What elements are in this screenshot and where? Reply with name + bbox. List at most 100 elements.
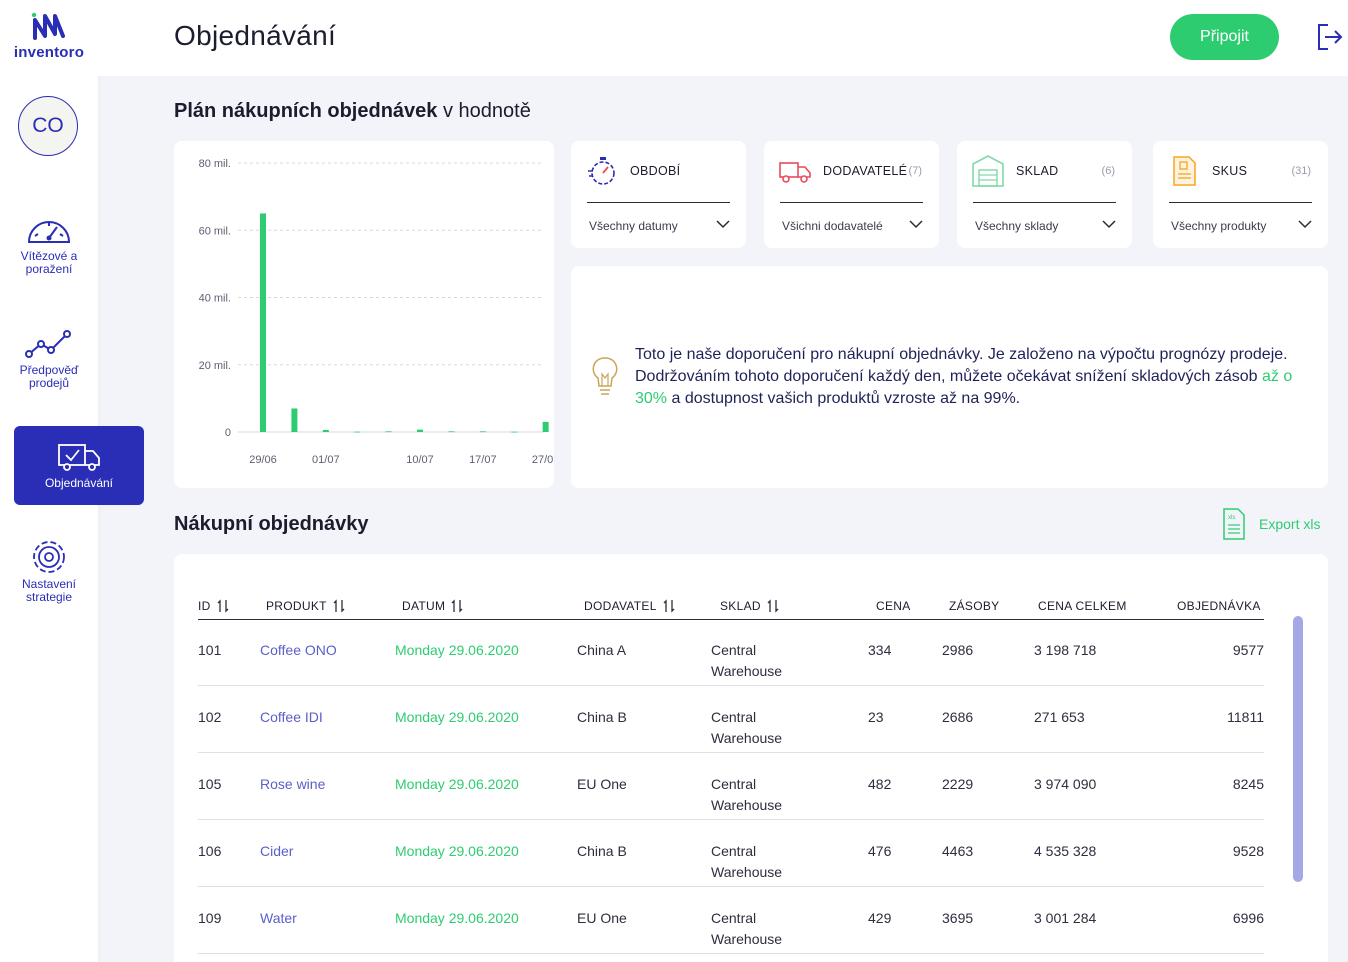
- cell-supplier: EU One: [577, 910, 627, 926]
- connect-button[interactable]: Připojit: [1170, 14, 1279, 60]
- column-header-label: OBJEDNÁVKA: [1177, 599, 1261, 613]
- cell-order: 9528: [1232, 843, 1264, 859]
- table-row[interactable]: 109 Water Monday 29.06.2020 EU One Centr…: [198, 887, 1264, 954]
- column-header-label: CENA: [876, 599, 911, 613]
- filter-period[interactable]: OBDOBÍ Všechny datumy: [571, 141, 746, 248]
- column-header-label: DATUM: [402, 599, 446, 613]
- cell-product[interactable]: Water: [260, 910, 297, 926]
- nav-item-sales-forecast[interactable]: Předpověď prodejů: [0, 328, 98, 390]
- bar[interactable]: [417, 429, 424, 432]
- column-header-product[interactable]: PRODUKT: [266, 599, 345, 613]
- chevron-down-icon: [1298, 220, 1312, 229]
- column-header-total-price: CENA CELKEM: [1038, 599, 1127, 613]
- cell-product[interactable]: Rose wine: [260, 776, 326, 792]
- sort-icon: [217, 599, 229, 613]
- column-header-date[interactable]: DATUM: [402, 599, 463, 613]
- bar[interactable]: [322, 429, 329, 432]
- cell-warehouse: Central Warehouse: [711, 709, 783, 746]
- export-xls-button[interactable]: xls Export xls: [1221, 507, 1320, 541]
- cell-id: 101: [198, 642, 222, 658]
- sort-icon: [767, 599, 779, 613]
- filter-label: OBDOBÍ: [630, 164, 681, 178]
- chevron-down-icon: [1102, 220, 1116, 229]
- bar[interactable]: [511, 431, 518, 433]
- nav-item-ordering[interactable]: Objednávání: [14, 426, 144, 505]
- document-icon: [1173, 156, 1196, 186]
- bar[interactable]: [385, 431, 392, 433]
- column-header-price: CENA: [876, 599, 911, 613]
- avatar[interactable]: CO: [18, 96, 78, 156]
- logo[interactable]: inventoro: [0, 10, 98, 61]
- filter-value: Všichni dodavatelé: [782, 219, 883, 233]
- filter-label: SKLAD: [1016, 164, 1059, 178]
- table-row[interactable]: 102 Coffee IDI Monday 29.06.2020 China B…: [198, 686, 1264, 753]
- x-tick-label: 10/07: [406, 454, 434, 466]
- column-header-label: DODAVATEL: [584, 599, 657, 613]
- filter-warehouse[interactable]: SKLAD (6) Všechny sklady: [957, 141, 1132, 248]
- y-tick-label: 60 mil.: [199, 225, 231, 237]
- export-label: Export xls: [1259, 516, 1321, 532]
- lightbulb-icon: [592, 357, 618, 395]
- plan-title-bold: Plán nákupních objednávek: [174, 100, 438, 122]
- cell-date: Monday 29.06.2020: [395, 642, 519, 658]
- cell-product[interactable]: Coffee IDI: [260, 709, 323, 725]
- logout-icon[interactable]: [1316, 22, 1344, 52]
- y-tick-label: 80 mil.: [199, 158, 231, 170]
- table-scrollbar[interactable]: [1293, 616, 1303, 882]
- bar[interactable]: [448, 431, 455, 433]
- cell-warehouse: Central Warehouse: [711, 776, 783, 813]
- filter-label: DODAVATELÉ: [823, 164, 908, 178]
- cell-id: 106: [198, 843, 222, 859]
- cell-product[interactable]: Cider: [260, 843, 294, 859]
- y-tick-label: 20 mil.: [199, 360, 231, 372]
- column-header-stock: ZÁSOBY: [949, 599, 999, 613]
- cell-warehouse: Central Warehouse: [711, 910, 783, 947]
- cell-total: 4 535 328: [1034, 843, 1097, 859]
- filter-value: Všechny produkty: [1171, 219, 1267, 233]
- filter-count: (7): [908, 165, 922, 177]
- bar[interactable]: [291, 408, 298, 432]
- x-tick-label: 27/07: [532, 454, 554, 466]
- orders-table: ID PRODUKT DATUM DODAVATEL SKLAD CENA ZÁ…: [174, 554, 1328, 962]
- sidebar: inventoro CO Vítězové a poražení Předpov…: [0, 0, 144, 962]
- cell-total: 3 974 090: [1034, 776, 1097, 792]
- column-header-label: CENA CELKEM: [1038, 599, 1127, 613]
- cell-date: Monday 29.06.2020: [395, 776, 519, 792]
- column-header-warehouse[interactable]: SKLAD: [720, 599, 779, 613]
- bar[interactable]: [260, 213, 266, 432]
- cell-total: 3 198 718: [1034, 642, 1097, 658]
- cell-product[interactable]: Coffee ONO: [260, 642, 337, 658]
- column-header-label: PRODUKT: [266, 599, 327, 613]
- filter-skus[interactable]: SKUS (31) Všechny produkty: [1153, 141, 1328, 248]
- cell-price: 334: [868, 642, 892, 658]
- cell-date: Monday 29.06.2020: [395, 910, 519, 926]
- column-header-id[interactable]: ID: [198, 599, 229, 613]
- cell-total: 3 001 284: [1034, 910, 1097, 926]
- cell-supplier: China B: [577, 709, 627, 725]
- cell-stock: 2986: [942, 642, 974, 658]
- bar[interactable]: [479, 431, 486, 433]
- table-row[interactable]: 105 Rose wine Monday 29.06.2020 EU One C…: [198, 753, 1264, 820]
- nav-item-winners-losers[interactable]: Vítězové a poražení: [0, 214, 98, 276]
- filter-value: Všechny datumy: [589, 219, 678, 233]
- table-row[interactable]: 101 Coffee ONO Monday 29.06.2020 China A…: [198, 619, 1264, 686]
- purchase-plan-chart: 0 20 mil. 40 mil. 60 mil. 80 mil. 29/06 01/07 1…: [174, 141, 559, 488]
- recommendation-text: Toto je naše doporučení pro nákupní obje…: [635, 344, 1315, 410]
- filter-suppliers[interactable]: DODAVATELÉ (7) Všichni dodavatelé: [764, 141, 939, 248]
- nav-label: Předpověď prodejů: [19, 363, 79, 390]
- nav-item-strategy-settings[interactable]: Nastavení strategie: [0, 540, 98, 604]
- cell-stock: 2229: [942, 776, 974, 792]
- cell-total: 271 653: [1034, 709, 1085, 725]
- cell-price: 429: [868, 910, 892, 926]
- truck-icon: [779, 162, 811, 183]
- cell-supplier: China A: [577, 642, 627, 658]
- bar[interactable]: [542, 421, 549, 432]
- cell-order: 11811: [1227, 709, 1264, 725]
- cell-supplier: China B: [577, 843, 627, 859]
- filter-value: Všechny sklady: [975, 219, 1059, 233]
- bar[interactable]: [354, 431, 361, 433]
- column-header-supplier[interactable]: DODAVATEL: [584, 599, 675, 613]
- table-row[interactable]: 106 Cider Monday 29.06.2020 China B Cent…: [198, 820, 1264, 887]
- recommendation-card: Toto je naše doporučení pro nákupní obje…: [571, 266, 1328, 488]
- cell-id: 105: [198, 776, 222, 792]
